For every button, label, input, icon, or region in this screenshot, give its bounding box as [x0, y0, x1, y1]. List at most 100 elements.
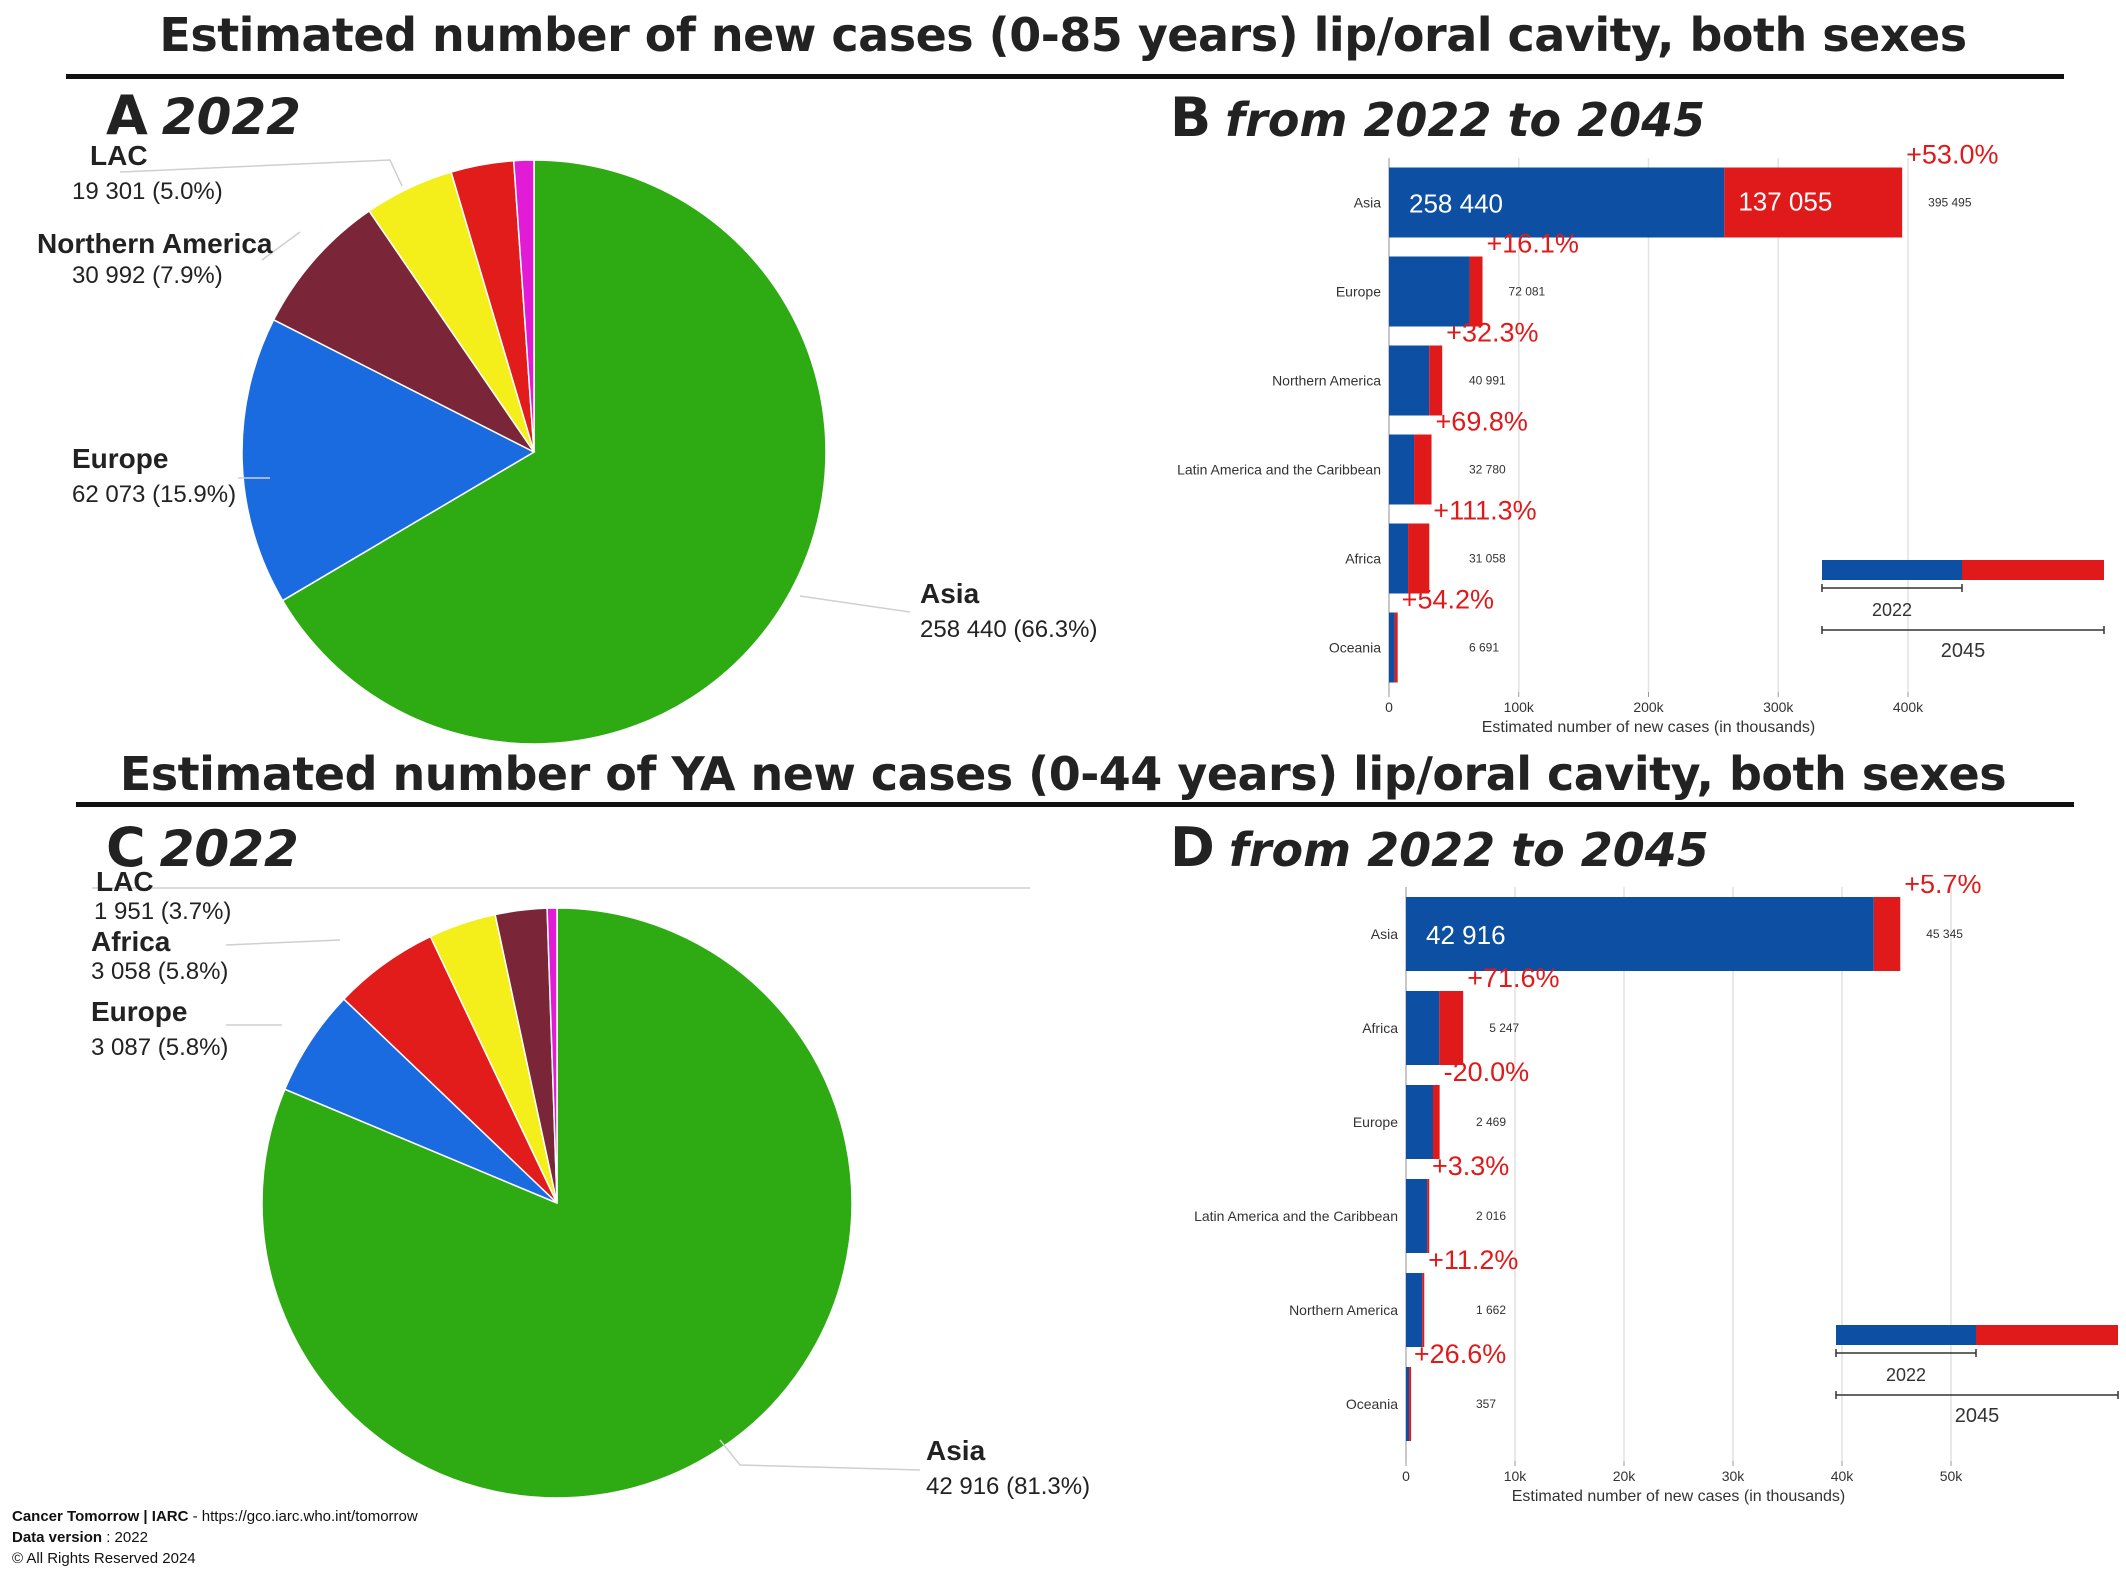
pie-a-slice-oceania [512, 159, 535, 453]
pie-c-label-europe: Europe 3 087 (5.8%) [91, 996, 228, 1062]
bar-b-oceania-increase [1394, 612, 1398, 683]
bar-d-category-oceania: Oceania [1346, 1396, 1398, 1412]
bar-b-category-africa: Africa [1345, 551, 1381, 567]
bar-b-northern-america-increase [1429, 345, 1443, 416]
bar-d-legend-2022-swatch [1836, 1325, 1976, 1345]
rule-top [66, 74, 2064, 79]
bar-d-northern-america-increase [1422, 1273, 1425, 1347]
pie-a-na-value: 30 992 (7.9%) [72, 262, 223, 289]
bar-d-tick-label-2: 20k [1613, 1468, 1637, 1484]
rule-bottom [76, 802, 2074, 807]
bar-d-tick-label-3: 30k [1722, 1468, 1746, 1484]
bar-b-oceania-total-label: 6 691 [1469, 641, 1499, 655]
footer-line-3: © All Rights Reserved 2024 [12, 1550, 196, 1567]
pie-a-slice-asia [281, 159, 827, 745]
pie-a-slice-europe [241, 318, 536, 602]
pie-c-africa-value: 3 058 (5.8%) [91, 958, 229, 985]
bar-b-northern-america-2022 [1389, 345, 1430, 416]
bar-d-europe-2045 [1406, 1085, 1433, 1159]
bar-chart-d: 0 10k 20k 30k 40k 50k Estimated number of new … [1194, 875, 2119, 1505]
bar-d-tick-label-1: 10k [1504, 1468, 1528, 1484]
bar-b-legend-2045-bracket [1821, 626, 2105, 634]
bar-b-latin-america-and-the-caribbean-total-label: 32 780 [1469, 463, 1506, 477]
bar-b-legend-2045-label: 2045 [1941, 640, 1986, 662]
bar-d-asia-2022 [1406, 897, 1874, 971]
bar-d-legend-2022-label: 2022 [1886, 1365, 1926, 1385]
pie-c-africa-name: Africa [91, 926, 171, 957]
bar-b-category-europe: Europe [1336, 284, 1381, 300]
pie-a-asia-name: Asia [920, 578, 980, 609]
pie-c-lac-value: 1 951 (3.7%) [94, 898, 232, 925]
bar-b-asia-increase [1724, 167, 1903, 238]
pie-a-label-asia: Asia 258 440 (66.3%) [920, 578, 1097, 644]
pie-a-label-lac: LAC 19 301 (5.0%) [72, 140, 223, 206]
footer-line-2: Data version : 2022 [12, 1527, 418, 1548]
bar-b-category-latin-america-and-the-caribbean: Latin America and the Caribbean [1177, 462, 1381, 478]
bar-b-x-axis-label: Estimated number of new cases (in thousa… [1482, 719, 1816, 736]
pie-c-slice-oceania [546, 907, 558, 1204]
bar-d-africa-increase [1439, 991, 1464, 1065]
bar-d-legend-2045-bracket [1835, 1391, 2119, 1399]
bar-d-tick-label-5: 50k [1940, 1468, 1964, 1484]
bar-d-x-axis-label: Estimated number of new cases (in thousa… [1512, 1488, 1846, 1505]
pie-a-na-name: Northern America [37, 228, 273, 259]
bar-b-asia-pct-label: +53.0% [1906, 140, 1998, 170]
footer-version-value: : 2022 [102, 1529, 148, 1546]
footer-version-bold: Data version [12, 1529, 103, 1546]
bar-d-europe-total-label: 2 469 [1476, 1115, 1506, 1129]
panel-label-a: A 2022 [106, 84, 301, 147]
bar-d-latin-america-and-the-caribbean-increase [1427, 1179, 1430, 1253]
bar-d-northern-america-pct-label: +11.2% [1428, 1245, 1518, 1275]
bar-b-legend-increase-swatch [1962, 560, 2104, 580]
bar-chart-b: 0 100k 200k 300k 400k Estimated number of new… [1177, 140, 2105, 736]
bar-d-tick-label-0: 0 [1402, 1468, 1410, 1484]
pie-a-europe-name: Europe [72, 443, 169, 474]
pie-a-label-na: Northern America 30 992 (7.9%) [37, 228, 272, 290]
bar-b-legend-2022-label: 2022 [1872, 600, 1912, 620]
pie-c-label-lac: LAC 1 951 (3.7%) [94, 866, 232, 926]
panel-letter-c: C [106, 816, 146, 879]
bar-b-asia-2022 [1389, 167, 1725, 238]
bar-b-latin-america-and-the-caribbean-pct-label: +69.8% [1436, 407, 1528, 437]
pie-c-europe-value: 3 087 (5.8%) [91, 1034, 229, 1061]
panel-subtitle-b: from 2022 to 2045 [1225, 93, 1706, 147]
bar-d-latin-america-and-the-caribbean-total-label: 2 016 [1476, 1209, 1506, 1223]
bar-d-europe-pct-label: -20.0% [1444, 1057, 1530, 1087]
pie-c-asia-name: Asia [926, 1435, 986, 1466]
bar-b-africa-2022 [1389, 523, 1409, 594]
panel-letter-d: D [1170, 816, 1215, 879]
bar-b-africa-total-label: 31 058 [1469, 552, 1506, 566]
bar-b-africa-pct-label: +111.3% [1433, 496, 1536, 526]
bar-b-africa-increase [1408, 523, 1430, 594]
bar-b-tick-label-2: 200k [1633, 699, 1664, 715]
pie-a-asia-value: 258 440 (66.3%) [920, 616, 1098, 643]
bar-d-oceania-increase [1409, 1367, 1412, 1441]
pie-a-label-europe: Europe 62 073 (15.9%) [72, 443, 236, 509]
bar-d-northern-america-total-label: 1 662 [1476, 1303, 1506, 1317]
panel-label-c: C 2022 [106, 816, 299, 879]
pie-c-lac-name: LAC [96, 866, 154, 897]
bar-b-asia-2022-label: 258 440 [1409, 189, 1503, 219]
bar-d-category-europe: Europe [1353, 1114, 1398, 1130]
bar-d-asia-pct-label: +5.7% [1904, 875, 1981, 899]
bar-b-category-oceania: Oceania [1329, 640, 1381, 656]
bar-d-oceania-pct-label: +26.6% [1414, 1339, 1506, 1369]
panel-letter-a: A [106, 84, 148, 147]
bar-b-oceania-pct-label: +54.2% [1402, 585, 1494, 615]
bar-d-legend-increase-swatch [1976, 1325, 2118, 1345]
bar-b-tick-label-1: 100k [1504, 699, 1535, 715]
bar-b-latin-america-and-the-caribbean-2022 [1389, 434, 1415, 505]
bar-b-oceania-2022 [1389, 612, 1395, 683]
pie-a-europe-value: 62 073 (15.9%) [72, 481, 237, 508]
bar-d-category-northern-america: Northern America [1289, 1302, 1398, 1318]
bar-b-tick-label-4: 400k [1893, 699, 1924, 715]
pie-c-asia-value: 42 916 (81.3%) [926, 1473, 1091, 1500]
footer-source-url: - https://gco.iarc.who.int/tomorrow [188, 1508, 418, 1525]
pie-leader-lines [92, 159, 1030, 1471]
bar-d-asia-2022-label: 42 916 [1426, 920, 1506, 950]
bar-d-category-latin-america-and-the-caribbean: Latin America and the Caribbean [1194, 1208, 1398, 1224]
bar-b-latin-america-and-the-caribbean-increase [1414, 434, 1432, 505]
bar-d-asia-total-label: 45 345 [1926, 927, 1963, 941]
bar-b-legend-2022-bracket [1821, 584, 1963, 592]
